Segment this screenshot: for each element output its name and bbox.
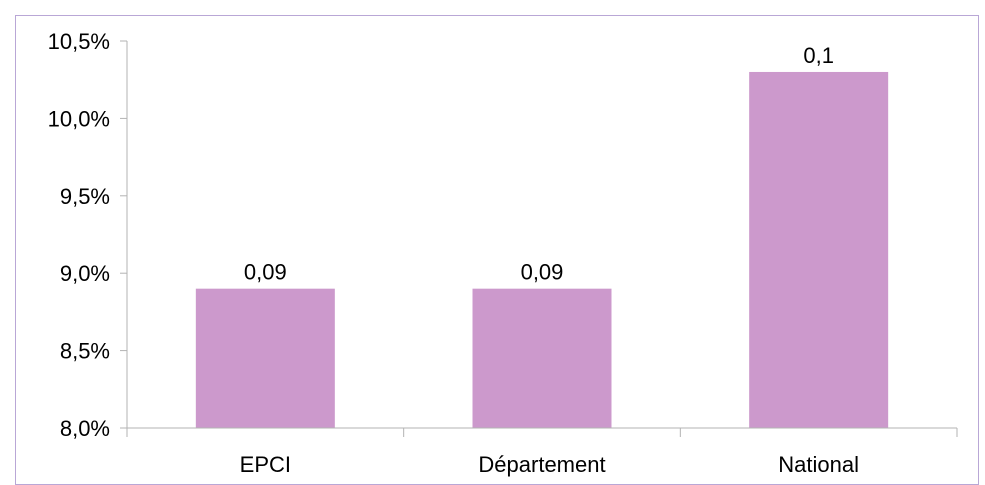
y-axis-ticks <box>120 40 127 429</box>
y-tick-label: 9,5% <box>60 184 110 209</box>
x-axis-labels: EPCI Département National <box>240 452 859 477</box>
x-category-label: Département <box>478 452 605 477</box>
bar-d-partement <box>472 288 612 428</box>
data-label: 0,09 <box>244 260 287 285</box>
bar-national <box>749 71 889 429</box>
bar-epci <box>195 288 335 428</box>
y-tick-label: 8,0% <box>60 416 110 441</box>
y-tick-label: 10,5% <box>48 29 110 54</box>
y-axis-labels: 8,0% 8,5% 9,0% 9,5% 10,0% 10,5% <box>48 29 110 441</box>
bars <box>195 71 889 429</box>
y-tick-label: 10,0% <box>48 106 110 131</box>
y-tick-label: 9,0% <box>60 261 110 286</box>
x-axis-ticks <box>126 428 958 437</box>
data-labels: 0,09 0,09 0,1 <box>244 43 834 285</box>
x-category-label: EPCI <box>240 452 291 477</box>
y-tick-label: 8,5% <box>60 339 110 364</box>
x-category-label: National <box>778 452 859 477</box>
data-label: 0,09 <box>521 260 564 285</box>
data-label: 0,1 <box>803 43 834 68</box>
